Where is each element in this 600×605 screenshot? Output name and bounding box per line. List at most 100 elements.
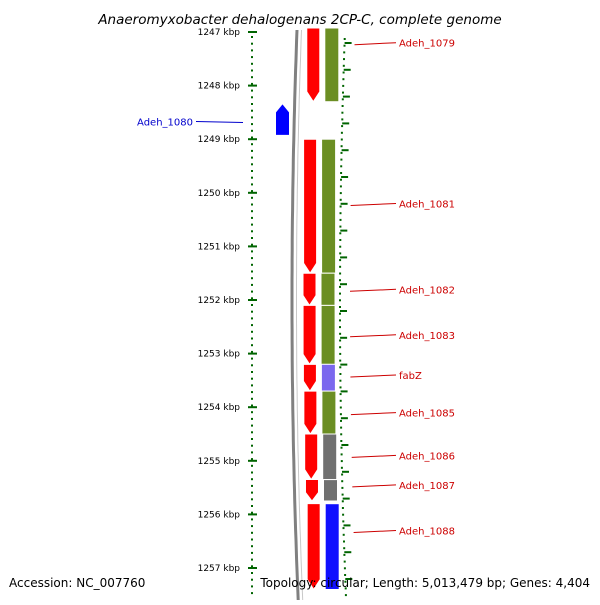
backbone-outer-line (290, 29, 300, 601)
cog-block (324, 27, 340, 103)
ruler-dot (251, 357, 253, 360)
cog-scale-dot (342, 64, 345, 67)
ruler-dot (251, 49, 253, 52)
ruler-dot (251, 149, 253, 152)
ruler-tick-label: 1253 kbp (198, 350, 241, 360)
cog-scale-dot (343, 44, 346, 47)
ruler-dot (251, 431, 253, 434)
ruler-dot (251, 223, 253, 226)
cog-scale-dot (339, 198, 342, 201)
cog-scale-tick (340, 310, 347, 312)
ruler-dot (251, 337, 253, 340)
ruler-tick-label: 1252 kbp (198, 296, 241, 306)
cog-scale-dot (343, 547, 346, 550)
ruler-tick-label: 1256 kbp (198, 510, 241, 520)
cog-scale-dot (340, 131, 343, 134)
cog-scale-dot (339, 185, 342, 188)
cog-scale-dot (339, 332, 342, 335)
cog-scale-dot (340, 138, 343, 141)
cog-scale-tick (343, 68, 351, 71)
ruler-tick-label: 1251 kbp (198, 242, 241, 252)
cog-scale-tick (340, 390, 348, 393)
cog-scale-dot (340, 151, 343, 154)
ruler-dot (251, 156, 253, 159)
cog-scale-tick (340, 363, 348, 366)
ruler-dot (251, 377, 253, 380)
cog-scale-dot (341, 98, 344, 101)
ruler-major-tick (248, 138, 257, 141)
ruler-dot (251, 170, 253, 172)
ruler-dot (251, 491, 253, 494)
cog-block (321, 390, 337, 435)
ruler-dot (251, 277, 253, 280)
gene-arrow-forward (302, 272, 317, 307)
cog-scale-dot (339, 299, 341, 302)
ruler-dot (251, 42, 253, 45)
cog-block (324, 503, 340, 591)
ruler-dot (251, 391, 253, 394)
cog-scale-dot (339, 386, 342, 389)
cog-scale-dot (341, 118, 344, 121)
ruler-dot (251, 76, 253, 79)
cog-scale-dot (343, 38, 346, 40)
ruler-major-tick (248, 513, 257, 516)
ruler-dot (251, 230, 253, 233)
ruler-major-tick (248, 31, 257, 33)
cog-scale-dot (340, 158, 343, 161)
cog-scale-dot (339, 352, 342, 355)
ruler-major-tick (248, 84, 257, 87)
ruler-dot (251, 250, 253, 253)
ruler-major-tick (248, 459, 257, 462)
cog-scale-dot (343, 567, 346, 570)
gene-label-leader (350, 412, 397, 416)
cog-scale-dot (339, 285, 341, 288)
cog-scale-dot (340, 453, 343, 456)
ruler-dot (251, 417, 253, 420)
cog-scale-dot (339, 205, 342, 208)
ruler-tick-label: 1249 kbp (198, 135, 241, 145)
ruler-dot (251, 558, 253, 561)
ruler-dot (251, 518, 253, 521)
ruler-dot (251, 109, 253, 112)
cog-scale-dot (340, 460, 343, 463)
cog-scale-dot (342, 527, 345, 530)
ruler-dot (251, 324, 253, 327)
cog-track (320, 27, 340, 591)
cog-scale-dot (339, 413, 342, 416)
cog-block (320, 363, 336, 392)
ruler-dot (251, 237, 253, 239)
cog-scale-dot (342, 520, 345, 523)
cog-scale-tick (344, 42, 352, 44)
ruler-dot (251, 538, 253, 541)
cog-scale-dot (339, 306, 341, 308)
map-title: Anaeromyxobacter dehalogenans 2CP-C, com… (97, 12, 501, 28)
cog-scale-dot (339, 192, 342, 195)
cog-scale-dot (340, 172, 343, 174)
gene-arrow-forward (306, 27, 321, 103)
cog-scale-dot (344, 574, 347, 576)
cog-scale-dot (339, 399, 342, 402)
ruler-dot (251, 444, 253, 447)
ruler-dot (251, 263, 253, 266)
cog-scale-dot (339, 272, 342, 275)
ruler-dot (251, 36, 253, 38)
ruler-dot (251, 350, 253, 353)
cog-block (320, 304, 336, 365)
ruler-dot (251, 384, 253, 387)
cog-scale-tick (340, 229, 348, 232)
ruler-major-tick (248, 406, 257, 409)
cog-scale-dot (341, 493, 344, 496)
cog-scale-dot (343, 51, 346, 54)
cog-scale-tick (340, 202, 348, 205)
gene-arrow-forward (304, 433, 319, 481)
cog-scale-dot (340, 178, 342, 181)
gene-label-leader (350, 334, 397, 338)
cog-scale-dot (344, 594, 347, 597)
cog-scale-dot (341, 486, 344, 489)
ruler-tick-label: 1247 kbp (198, 28, 241, 38)
ruler-dot (251, 592, 253, 595)
ruler-dot (251, 290, 253, 293)
cog-scale-dot (342, 78, 345, 81)
gene-label: Adeh_1088 (399, 527, 455, 538)
